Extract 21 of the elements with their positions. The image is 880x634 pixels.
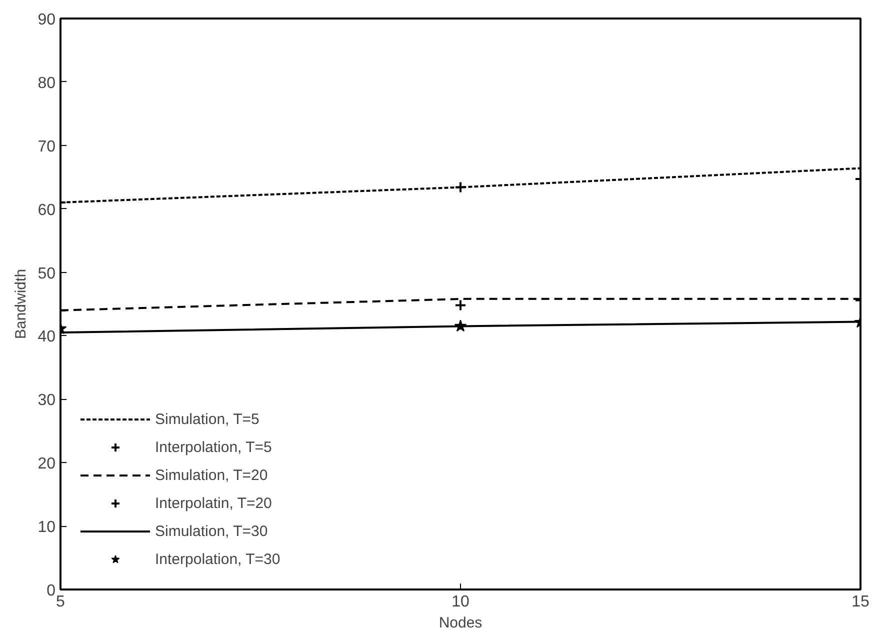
legend-label: Interpolation, T=30 <box>155 550 280 568</box>
x-tick-label: 5 <box>56 594 66 610</box>
y-tick-label: 90 <box>38 12 56 28</box>
y-tick-label: 20 <box>38 456 56 473</box>
legend-label: Simulation, T=5 <box>155 410 260 428</box>
y-tick-label: 60 <box>38 202 56 219</box>
legend-label: Interpolation, T=5 <box>155 438 272 456</box>
y-tick-label: 40 <box>38 328 56 346</box>
legend-label: Simulation, T=30 <box>155 522 268 540</box>
y-tick-label: 70 <box>38 138 56 156</box>
y-tick-label: 0 <box>46 582 56 600</box>
legend-label: Interpolatin, T=20 <box>155 494 272 512</box>
y-axis-title: Bandwidth <box>12 268 30 340</box>
y-tick-label: 50 <box>38 265 56 282</box>
x-axis-title: Nodes <box>438 614 482 632</box>
y-tick-label: 80 <box>38 74 56 92</box>
x-tick-label: 10 <box>452 594 470 610</box>
y-tick-label: 30 <box>38 392 56 410</box>
legend-label: Simulation, T=20 <box>155 466 268 484</box>
x-tick-label: 15 <box>852 594 870 610</box>
y-tick-label: 10 <box>38 519 56 536</box>
